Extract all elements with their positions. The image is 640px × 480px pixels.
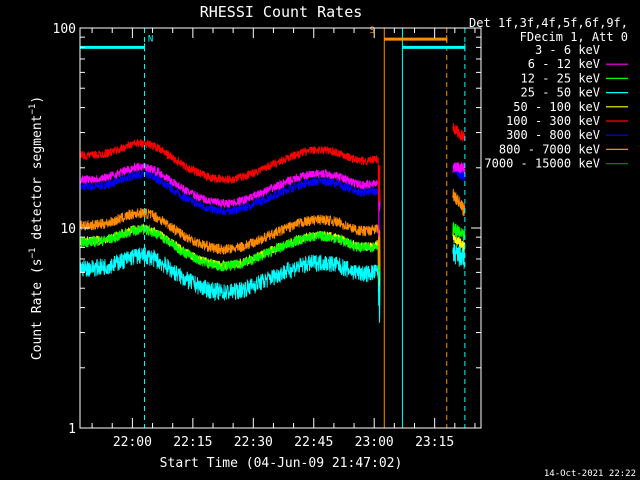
legend-label-0: 3 - 6 keV bbox=[535, 43, 600, 57]
y-axis-label-exponent: −1 bbox=[28, 248, 38, 259]
legend-label-3: 25 - 50 keV bbox=[521, 86, 600, 100]
chart-title: RHESSI Count Rates bbox=[200, 3, 363, 21]
flag-label-n: N bbox=[148, 34, 153, 44]
data-layer bbox=[79, 122, 466, 323]
series-line-0 bbox=[79, 187, 381, 243]
x-tick-label-2: 22:30 bbox=[234, 435, 273, 450]
series-line-late-1 bbox=[452, 162, 466, 174]
y-axis-label-tail: detector segment bbox=[30, 115, 45, 248]
legend-label-4: 50 - 100 keV bbox=[513, 100, 600, 114]
legend-label-6: 300 - 800 keV bbox=[506, 128, 600, 142]
x-axis-label: Start Time (04-Jun-09 21:47:02) bbox=[160, 456, 403, 471]
y-tick-label-0: 1 bbox=[68, 422, 76, 437]
series-line-late-7 bbox=[452, 188, 466, 217]
series-line-3 bbox=[79, 247, 381, 323]
series-line-late-2 bbox=[452, 222, 466, 242]
series-line-late-5 bbox=[452, 122, 466, 142]
series-line-late-4 bbox=[452, 232, 466, 252]
legend-label-5: 100 - 300 keV bbox=[506, 114, 600, 128]
legend-label-8: 7000 - 15000 keV bbox=[484, 157, 600, 171]
x-tick-label-4: 23:00 bbox=[355, 435, 394, 450]
y-tick-label-1: 10 bbox=[60, 222, 76, 237]
legend-header-line-1: Det 1f,3f,4f,5f,6f,9f, bbox=[469, 16, 628, 30]
series-line-7 bbox=[79, 208, 381, 272]
series-line-1 bbox=[79, 162, 381, 238]
timestamp: 14-Oct-2021 22:22 bbox=[544, 469, 636, 479]
y-tick-label-2: 100 bbox=[53, 22, 76, 37]
x-tick-label-3: 22:45 bbox=[294, 435, 333, 450]
legend-label-7: 800 - 7000 keV bbox=[499, 142, 600, 156]
legend-label-2: 12 - 25 keV bbox=[521, 71, 600, 85]
series-line-2 bbox=[79, 224, 381, 282]
y-axis-label-close: ) bbox=[30, 96, 45, 104]
y-axis-label-exponent-2: −1 bbox=[28, 104, 38, 115]
legend-label-1: 6 - 12 keV bbox=[528, 57, 600, 71]
x-tick-label-1: 22:15 bbox=[173, 435, 212, 450]
x-tick-label-0: 22:00 bbox=[113, 435, 152, 450]
series-line-6 bbox=[79, 170, 381, 230]
legend-header-line-2: FDecim 1, Att 0 bbox=[520, 30, 628, 44]
flag-label-s: S bbox=[369, 26, 374, 36]
series-line-5 bbox=[79, 138, 381, 204]
legend: Det 1f,3f,4f,5f,6f,9f, FDecim 1, Att 0 3… bbox=[469, 16, 628, 171]
y-axis-label-main: Count Rate (s bbox=[30, 258, 45, 360]
x-tick-label-5: 23:15 bbox=[415, 435, 454, 450]
series-line-late-3 bbox=[452, 243, 466, 269]
y-axis-label: Count Rate (s−1 detector segment−1) bbox=[28, 96, 45, 360]
axis-layer: 1 10 100 22:00 22:15 22:30 22:45 23:00 23:15 bbox=[53, 22, 481, 450]
